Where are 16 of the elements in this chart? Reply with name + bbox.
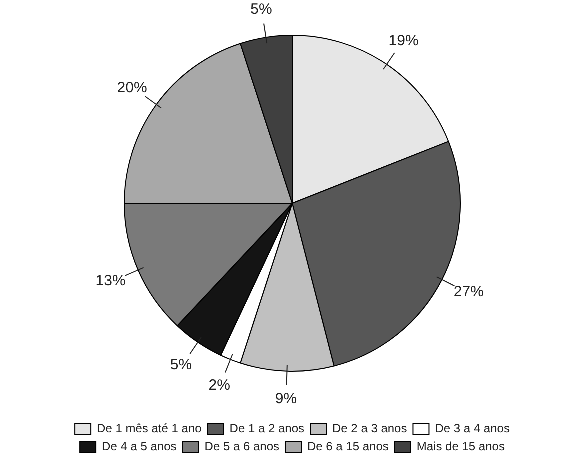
legend-label: De 1 mês até 1 ano bbox=[97, 421, 202, 436]
data-label: 19% bbox=[388, 32, 419, 50]
data-label: 2% bbox=[208, 376, 230, 394]
legend-label: De 1 a 2 anos bbox=[230, 421, 305, 436]
legend-label: De 5 a 6 anos bbox=[204, 439, 280, 454]
data-label: 20% bbox=[117, 79, 148, 96]
data-label: 9% bbox=[275, 390, 298, 408]
legend-label: De 3 a 4 anos bbox=[435, 421, 510, 436]
data-label: 5% bbox=[170, 356, 192, 374]
legend-label: De 4 a 5 anos bbox=[102, 439, 177, 454]
legend-label: De 2 a 3 anos bbox=[332, 421, 408, 436]
data-label: 27% bbox=[454, 284, 484, 301]
legend-label: De 6 a 15 anos bbox=[307, 439, 389, 454]
data-label: 13% bbox=[96, 272, 126, 290]
data-label: 5% bbox=[250, 1, 272, 18]
legend-label: Mais de 15 anos bbox=[416, 439, 505, 454]
